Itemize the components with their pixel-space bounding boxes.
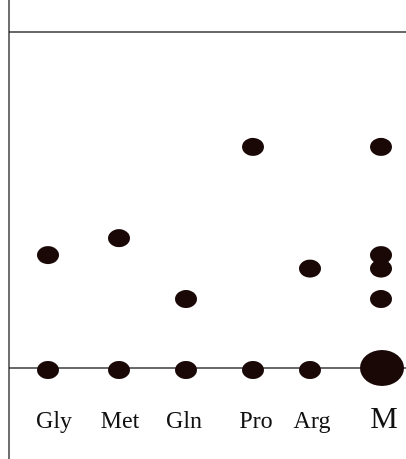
gly-origin-spot	[37, 361, 59, 379]
lane-label-gly: Gly	[36, 408, 72, 434]
marker-spot-3	[370, 260, 392, 278]
lane-label-pro: Pro	[239, 408, 272, 434]
pro-spot	[242, 138, 264, 156]
gln-origin-spot	[175, 361, 197, 379]
marker-spot-1	[370, 138, 392, 156]
gly-spot	[37, 246, 59, 264]
lane-label-gln: Gln	[166, 408, 202, 434]
met-spot	[108, 229, 130, 247]
arg-origin-spot	[299, 361, 321, 379]
pro-origin-spot	[242, 361, 264, 379]
lane-label-arg: Arg	[294, 408, 331, 434]
met-origin-spot	[108, 361, 130, 379]
gln-spot	[175, 290, 197, 308]
marker-lane-label: M	[370, 400, 398, 435]
marker-spot-4	[370, 290, 392, 308]
marker-origin-spot	[360, 350, 404, 386]
lane-label-met: Met	[101, 408, 140, 434]
arg-spot	[299, 260, 321, 278]
